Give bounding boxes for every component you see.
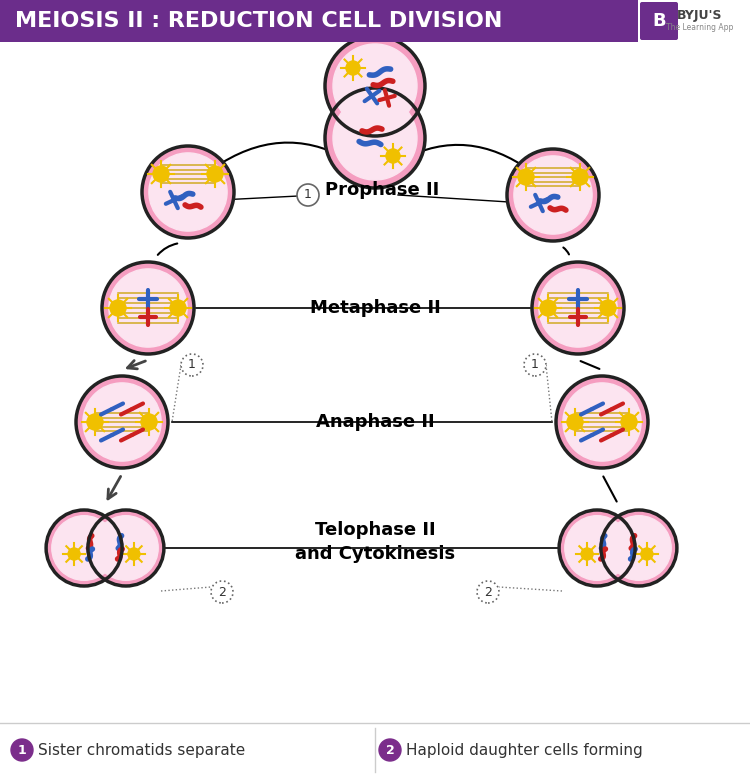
Circle shape	[565, 516, 629, 580]
Text: 1: 1	[188, 359, 196, 371]
Circle shape	[141, 414, 157, 430]
Circle shape	[518, 169, 534, 185]
Circle shape	[540, 300, 556, 316]
Circle shape	[207, 166, 223, 182]
Circle shape	[149, 153, 227, 231]
Text: Prophase II: Prophase II	[325, 181, 440, 199]
Text: 2: 2	[484, 586, 492, 598]
Circle shape	[11, 739, 33, 761]
Circle shape	[386, 149, 400, 163]
FancyBboxPatch shape	[0, 0, 750, 42]
Text: Metaphase II: Metaphase II	[310, 299, 440, 317]
Circle shape	[563, 383, 641, 461]
FancyBboxPatch shape	[638, 0, 750, 42]
Text: The Learning App: The Learning App	[666, 23, 734, 31]
Circle shape	[297, 184, 319, 206]
Circle shape	[514, 156, 592, 234]
Circle shape	[211, 581, 233, 603]
Text: Telophase II
and Cytokinesis: Telophase II and Cytokinesis	[295, 521, 455, 563]
Circle shape	[346, 61, 360, 75]
Circle shape	[110, 300, 126, 316]
Circle shape	[379, 739, 401, 761]
Text: 2: 2	[218, 586, 226, 598]
Circle shape	[333, 44, 417, 128]
Circle shape	[600, 300, 616, 316]
Circle shape	[581, 548, 593, 560]
Text: MEIOSIS II : REDUCTION CELL DIVISION: MEIOSIS II : REDUCTION CELL DIVISION	[15, 11, 502, 31]
Circle shape	[170, 300, 186, 316]
Circle shape	[532, 262, 624, 354]
Circle shape	[83, 383, 161, 461]
Circle shape	[76, 376, 168, 468]
Circle shape	[607, 516, 671, 580]
Circle shape	[94, 516, 158, 580]
Text: B: B	[652, 12, 666, 30]
Circle shape	[601, 510, 677, 586]
Circle shape	[68, 548, 80, 560]
Text: 2: 2	[386, 743, 394, 757]
Circle shape	[556, 376, 648, 468]
Circle shape	[128, 548, 140, 560]
Circle shape	[46, 510, 122, 586]
Circle shape	[507, 149, 599, 241]
Circle shape	[325, 88, 425, 188]
Circle shape	[87, 414, 103, 430]
Circle shape	[641, 548, 653, 560]
Circle shape	[572, 169, 588, 185]
Circle shape	[52, 516, 116, 580]
Circle shape	[567, 414, 583, 430]
Circle shape	[621, 414, 637, 430]
Text: 1: 1	[304, 189, 312, 201]
Circle shape	[88, 510, 164, 586]
Circle shape	[181, 354, 203, 376]
Circle shape	[142, 146, 234, 238]
Circle shape	[524, 354, 546, 376]
Circle shape	[333, 96, 417, 180]
Circle shape	[102, 262, 194, 354]
Circle shape	[559, 510, 635, 586]
Text: 1: 1	[531, 359, 539, 371]
Text: Anaphase II: Anaphase II	[316, 413, 434, 431]
Circle shape	[153, 166, 169, 182]
FancyBboxPatch shape	[640, 2, 678, 40]
Text: Sister chromatids separate: Sister chromatids separate	[38, 743, 245, 757]
Text: Haploid daughter cells forming: Haploid daughter cells forming	[406, 743, 643, 757]
Circle shape	[109, 269, 187, 347]
Circle shape	[477, 581, 499, 603]
Circle shape	[325, 36, 425, 136]
Text: 1: 1	[18, 743, 26, 757]
Text: BYJU'S: BYJU'S	[677, 9, 723, 23]
Circle shape	[539, 269, 617, 347]
